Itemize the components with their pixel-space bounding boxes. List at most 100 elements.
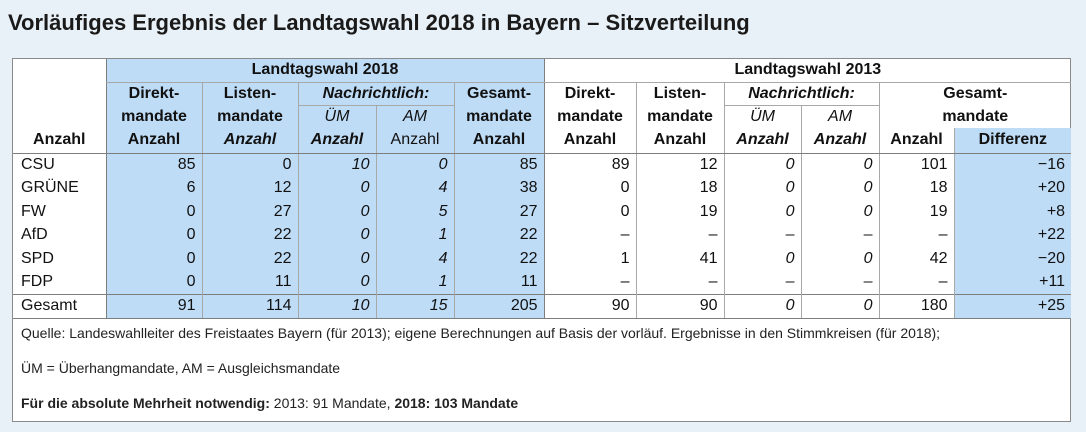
cell-am-2018: 1 (375, 223, 454, 247)
cell-um-2018: 0 (297, 200, 376, 224)
cell-listen-2013: 12 (635, 153, 725, 177)
table-row: CSU 85 0 10 0 85 89 12 0 0 101 −16 (13, 153, 1072, 177)
cell-direkt-2013: – (543, 223, 637, 247)
cell-am-2018: 4 (375, 247, 454, 271)
gesamt-2018-line1: Gesamt- (453, 82, 545, 105)
cell-gesamt-2018: 22 (453, 223, 545, 247)
table-row: AfD 0 22 0 1 22– – – – – +22 (13, 223, 1072, 247)
cell-differenz: −16 (953, 153, 1072, 177)
col-anzahl-gesamt-2018: Anzahl (453, 128, 545, 154)
cell-direkt-2018: 6 (105, 176, 202, 200)
cell-listen-2018: 22 (201, 247, 298, 271)
cell-listen-2018: 22 (201, 223, 298, 247)
cell-am-2018: 5 (375, 200, 454, 224)
cell-gesamt-2018: 85 (453, 153, 545, 177)
col-anzahl-direkt-2018: Anzahl (105, 128, 202, 154)
cell-listen-2018: 27 (201, 200, 298, 224)
am-2013: AM (800, 105, 880, 128)
direkt-2013-line2: mandate (543, 105, 637, 128)
source-note: Quelle: Landeswahlleiter des Freistaates… (21, 324, 941, 341)
am-2018: AM (375, 105, 454, 128)
cell-direkt-2013: 0 (543, 176, 637, 200)
party-name: CSU (21, 156, 55, 173)
listen-2013-line1: Listen- (635, 82, 725, 105)
col-anzahl-listen-2018: Anzahl (201, 128, 298, 154)
majority-2013: 2013: 91 Mandate, (269, 394, 395, 411)
cell-um-2013: – (723, 270, 802, 294)
cell-gesamt-2018: 27 (453, 200, 545, 224)
cell-um-2018: 0 (297, 247, 376, 271)
party-name: AfD (21, 226, 48, 244)
cell-gesamt-2018: 205 (453, 293, 545, 318)
seat-distribution-table: Landtagswahl 2018 Landtagswahl 2013 Dire… (13, 59, 1072, 318)
cell-um-2013: 0 (723, 153, 802, 177)
table-body: CSU 85 0 10 0 85 89 12 0 0 101 −16 GRÜNE 6 12 0 4 38 0 18 0 0… (13, 153, 1072, 318)
cell-direkt-2013: – (543, 270, 637, 294)
cell-listen-2013: – (635, 270, 725, 294)
cell-um-2013: 0 (723, 293, 802, 318)
cell-listen-2013: 90 (635, 293, 725, 318)
cell-am-2013: 0 (800, 153, 880, 177)
cell-um-2018: 0 (297, 176, 376, 200)
gesamt-2013-line1: Gesamt- (878, 82, 1072, 105)
col-header-anzahl: Anzahl (13, 128, 106, 154)
corner-cell (13, 59, 106, 82)
cell-am-2013: 0 (800, 176, 880, 200)
seat-distribution-panel: Landtagswahl 2018 Landtagswahl 2013 Dire… (12, 58, 1072, 422)
cell-direkt-2013: 1 (543, 247, 637, 271)
col-differenz: Differenz (953, 128, 1072, 154)
cell-am-2018: 1 (375, 270, 454, 294)
table-row: GRÜNE 6 12 0 4 38 0 18 0 0 18 +20 (13, 176, 1072, 200)
col-anzahl-listen-2013: Anzahl (635, 128, 725, 154)
cell-listen-2013: – (635, 223, 725, 247)
cell-um-2018: 10 (297, 153, 376, 177)
cell-gesamt-2013: 180 (878, 293, 955, 318)
col-anzahl-direkt-2013: Anzahl (543, 128, 637, 154)
um-2013: ÜM (723, 105, 802, 128)
cell-direkt-2018: 0 (105, 200, 202, 224)
page-title: Vorläufiges Ergebnis der Landtagswahl 20… (8, 10, 750, 35)
cell-differenz: +8 (953, 200, 1072, 224)
cell-um-2013: 0 (723, 200, 802, 224)
col-anzahl-um-2013: Anzahl (723, 128, 802, 154)
party-name: FDP (21, 273, 53, 290)
listen-2013-line2: mandate (635, 105, 725, 128)
party-name: GRÜNE (21, 179, 79, 197)
majority-label: Für die absolute Mehrheit notwendig: (21, 394, 270, 411)
legend-note: ÜM = Überhangmandate, AM = Ausgleichsman… (21, 359, 341, 376)
table-row: FDP 0 11 0 1 11– – – – – +11 (13, 270, 1072, 294)
cell-direkt-2018: 85 (105, 153, 202, 177)
cell-am-2018: 0 (375, 153, 454, 177)
cell-gesamt-2013: 42 (878, 247, 955, 271)
cell-direkt-2013: 0 (543, 200, 637, 224)
cell-um-2013: 0 (723, 247, 802, 271)
cell-gesamt-2013: 19 (878, 200, 955, 224)
col-anzahl-um-2018: Anzahl (297, 128, 376, 154)
nachrichtlich-2013: Nachrichtlich: (723, 82, 880, 106)
cell-gesamt-2013: 101 (878, 153, 955, 177)
cell-differenz: +11 (953, 270, 1072, 294)
cell-listen-2013: 18 (635, 176, 725, 200)
cell-differenz: +25 (953, 293, 1072, 318)
cell-um-2018: 10 (297, 293, 376, 318)
cell-direkt-2018: 0 (105, 247, 202, 271)
cell-listen-2018: 114 (201, 293, 298, 318)
party-name: FW (21, 202, 46, 220)
listen-2018-line1: Listen- (201, 82, 298, 105)
table-row: Gesamt 91 114 10 15 205 90 90 0 0 180 +25 (13, 293, 1072, 318)
cell-am-2013: – (800, 223, 880, 247)
table-row: FW 0 27 0 5 27 0 19 0 0 19 +8 (13, 200, 1072, 224)
cell-am-2013: 0 (800, 247, 880, 271)
direkt-2013-line1: Direkt- (543, 82, 637, 105)
cell-um-2013: – (723, 223, 802, 247)
listen-2018-line2: mandate (201, 105, 298, 128)
col-anzahl-am-2018: Anzahl (375, 128, 454, 154)
cell-am-2018: 4 (375, 176, 454, 200)
cell-gesamt-2013: 18 (878, 176, 955, 200)
cell-listen-2013: 41 (635, 247, 725, 271)
col-anzahl-gesamt-2013: Anzahl (878, 128, 955, 154)
cell-differenz: −20 (953, 247, 1072, 271)
cell-um-2018: 0 (297, 270, 376, 294)
table-row: SPD 0 22 0 4 22 1 41 0 0 42 −20 (13, 247, 1072, 271)
group-header-2018: Landtagswahl 2018 (105, 59, 545, 83)
